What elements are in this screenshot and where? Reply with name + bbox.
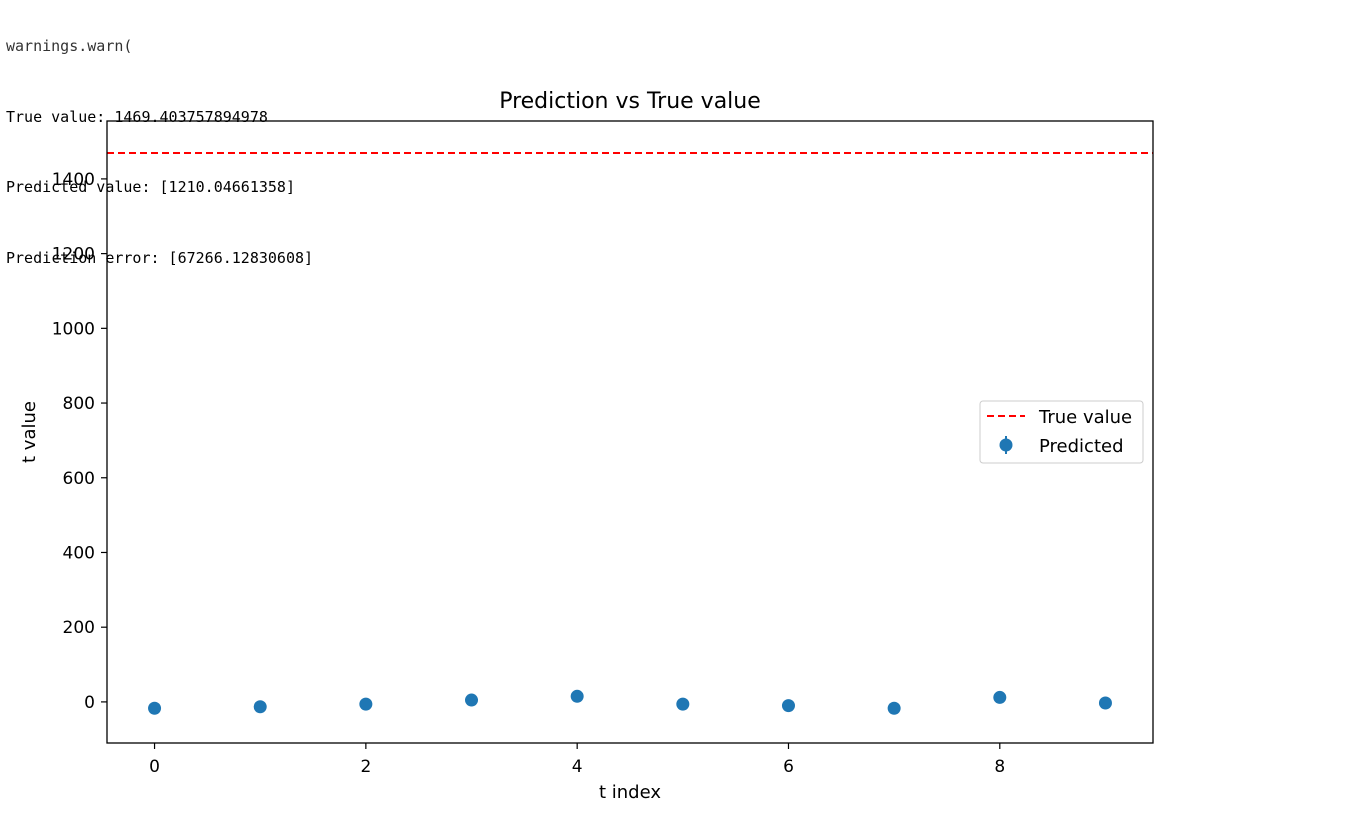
y-tick-label: 600 xyxy=(63,469,95,489)
predicted-point xyxy=(993,690,1007,704)
predicted-point xyxy=(570,689,584,703)
legend-predicted-swatch xyxy=(999,438,1013,452)
console-line-prediction-error: Prediction error: [67266.12830608] xyxy=(6,248,314,267)
chart-title: Prediction vs True value xyxy=(499,89,761,114)
y-tick-label: 400 xyxy=(63,543,95,563)
predicted-point xyxy=(781,699,795,713)
x-axis-ticks: 0 2 4 6 8 xyxy=(149,743,1005,777)
x-tick-label: 0 xyxy=(149,757,160,777)
legend-predicted-label: Predicted xyxy=(1039,436,1124,457)
y-tick-label: 1000 xyxy=(52,319,95,339)
legend-true-value-label: True value xyxy=(1038,407,1132,428)
y-tick-label: 0 xyxy=(84,693,95,713)
plot-frame xyxy=(106,120,1154,744)
x-tick-label: 2 xyxy=(360,757,371,777)
predicted-point xyxy=(148,701,162,715)
legend: True value Predicted xyxy=(979,400,1144,464)
console-line-predicted-value: Predicted value: [1210.04661358] xyxy=(6,178,295,196)
x-tick-label: 4 xyxy=(572,757,583,777)
y-tick-label: 800 xyxy=(63,394,95,414)
predicted-point xyxy=(253,700,267,714)
predicted-point xyxy=(465,693,479,707)
console-output: warnings.warn( True value: 1469.40375789… xyxy=(6,0,313,294)
y-tick-label: 1200 xyxy=(52,245,95,265)
predicted-point xyxy=(359,697,373,711)
console-truncated-line: warnings.warn( xyxy=(6,37,133,55)
x-axis-label: t index xyxy=(599,782,661,803)
predicted-point xyxy=(676,697,690,711)
predicted-point xyxy=(887,701,901,715)
y-axis-ticks: 0 200 400 600 800 1000 1200 1400 xyxy=(52,170,107,713)
y-axis-label: t value xyxy=(19,401,40,463)
x-tick-label: 8 xyxy=(994,757,1005,777)
predicted-point xyxy=(1098,696,1112,710)
y-tick-label: 200 xyxy=(63,618,95,638)
y-tick-label: 1400 xyxy=(52,170,95,190)
x-tick-label: 6 xyxy=(783,757,794,777)
predicted-points xyxy=(148,689,1112,715)
